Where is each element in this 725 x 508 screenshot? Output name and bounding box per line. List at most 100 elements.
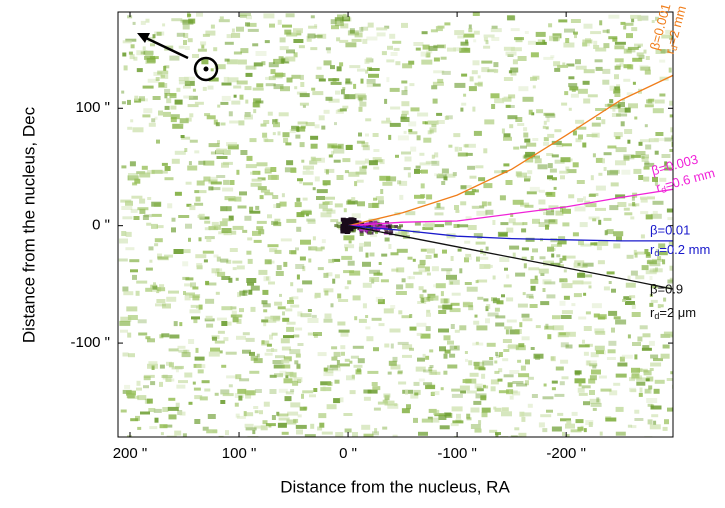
arrow-head [137, 33, 150, 43]
image-pixel [613, 243, 621, 249]
image-pixel [285, 391, 294, 395]
image-pixel [444, 220, 452, 226]
image-pixel [198, 237, 202, 242]
image-pixel [467, 165, 476, 170]
image-pixel [365, 69, 369, 74]
image-pixel [422, 121, 427, 125]
image-pixel [630, 389, 637, 393]
image-pixel [467, 225, 477, 230]
image-pixel [450, 302, 460, 306]
image-pixel [269, 374, 277, 378]
image-pixel [365, 133, 369, 137]
image-pixel [228, 215, 234, 221]
image-pixel [260, 123, 267, 127]
image-pixel [336, 221, 347, 225]
image-pixel [151, 169, 163, 174]
image-pixel [195, 254, 207, 259]
image-pixel [644, 162, 655, 167]
image-pixel [343, 235, 355, 241]
image-pixel [565, 166, 570, 171]
image-pixel [431, 266, 439, 272]
image-pixel [618, 107, 628, 113]
image-pixel [220, 101, 229, 105]
image-pixel [256, 83, 264, 88]
image-pixel [577, 426, 584, 431]
image-pixel [421, 59, 433, 65]
image-pixel [413, 417, 418, 423]
image-pixel [602, 79, 610, 85]
image-pixel [507, 382, 513, 388]
image-pixel [509, 124, 514, 129]
image-pixel [414, 221, 421, 226]
image-pixel [497, 231, 508, 237]
image-pixel [657, 304, 661, 309]
image-pixel [640, 66, 651, 71]
image-pixel [352, 432, 358, 437]
image-pixel [242, 349, 251, 354]
image-pixel [475, 341, 479, 345]
image-pixel [151, 118, 156, 123]
image-pixel [549, 248, 556, 251]
image-pixel [334, 122, 337, 126]
image-pixel [122, 216, 133, 220]
image-pixel [462, 379, 472, 384]
image-pixel [658, 243, 666, 249]
image-pixel [559, 300, 566, 306]
image-pixel [356, 140, 365, 144]
image-pixel [550, 356, 555, 361]
image-pixel [501, 407, 509, 412]
image-pixel [404, 86, 408, 92]
image-pixel [549, 168, 557, 173]
image-pixel [384, 237, 390, 242]
image-pixel [313, 388, 318, 392]
image-pixel [470, 424, 481, 429]
image-pixel [213, 47, 218, 52]
image-pixel [384, 230, 389, 234]
image-pixel [349, 270, 361, 276]
image-pixel [216, 175, 226, 178]
image-pixel [474, 428, 482, 433]
image-pixel [422, 289, 427, 293]
image-pixel [312, 236, 316, 241]
image-pixel [264, 352, 273, 356]
image-pixel [362, 145, 370, 151]
image-pixel [475, 165, 484, 169]
image-pixel [312, 158, 322, 161]
image-pixel [221, 95, 231, 101]
image-pixel [490, 28, 502, 33]
image-pixel [468, 28, 473, 33]
image-pixel [495, 315, 506, 319]
image-pixel [629, 387, 637, 392]
image-pixel [471, 70, 478, 75]
image-pixel [589, 398, 601, 404]
image-pixel [654, 180, 658, 186]
image-pixel [508, 94, 516, 99]
image-pixel [286, 49, 295, 54]
image-pixel [635, 275, 645, 280]
image-pixel [124, 384, 131, 389]
image-pixel [394, 403, 398, 407]
image-pixel [463, 93, 467, 97]
image-pixel [130, 269, 138, 273]
image-pixel [425, 355, 430, 360]
image-pixel [354, 32, 363, 38]
image-pixel [389, 87, 400, 92]
image-pixel [299, 406, 307, 411]
image-pixel [202, 33, 210, 37]
image-pixel [434, 152, 439, 158]
image-pixel [178, 380, 188, 384]
image-pixel [657, 256, 662, 261]
image-pixel [360, 78, 364, 84]
image-pixel [494, 98, 505, 104]
image-pixel [300, 125, 306, 129]
image-pixel [636, 251, 648, 255]
image-pixel [669, 265, 673, 271]
image-pixel [565, 331, 576, 337]
image-pixel [184, 295, 191, 301]
image-pixel [190, 282, 196, 288]
image-pixel [654, 99, 665, 104]
image-pixel [194, 190, 200, 194]
image-pixel [182, 19, 194, 25]
image-pixel [207, 85, 214, 90]
image-pixel [264, 259, 272, 265]
